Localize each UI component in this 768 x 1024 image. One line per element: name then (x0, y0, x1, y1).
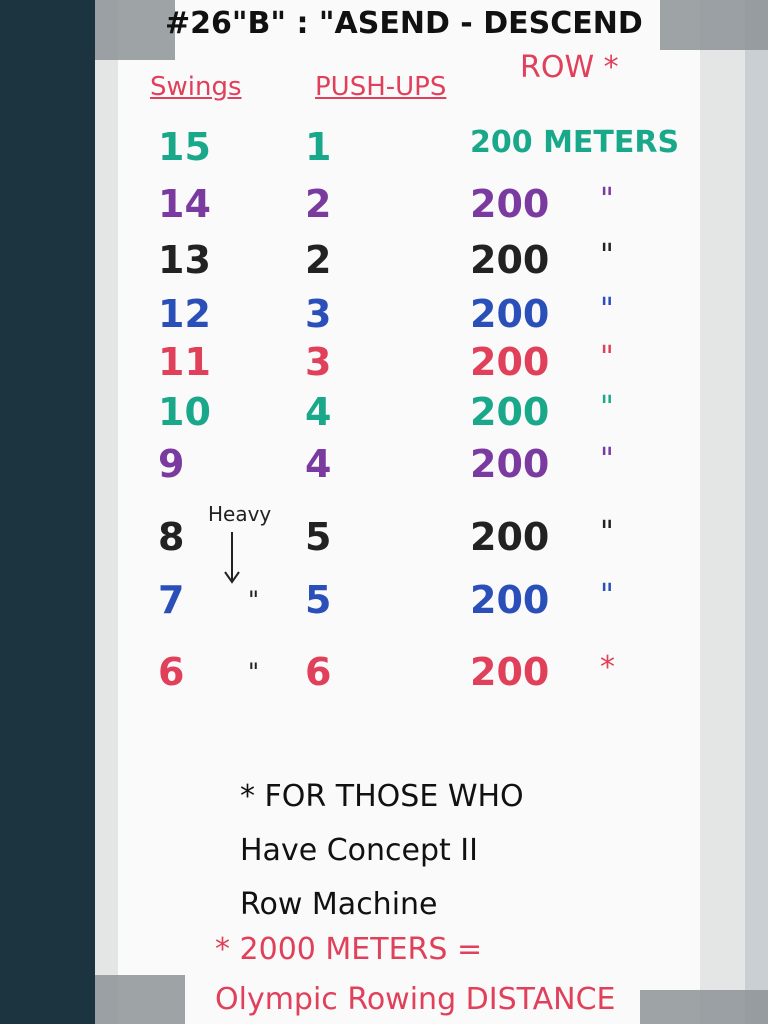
row-distance: 200 (470, 340, 550, 384)
row-distance: 200 (470, 390, 550, 434)
pushups: 4 (305, 390, 332, 434)
note-line: Have Concept II (240, 833, 478, 868)
ditto: " (600, 390, 614, 425)
tape (640, 990, 768, 1024)
row-distance: 200 (470, 578, 550, 622)
pushups: 6 (305, 650, 332, 694)
pushups: 1 (305, 125, 332, 169)
swings: 15 (158, 125, 211, 169)
row-distance: 200 (470, 238, 550, 282)
door (0, 0, 95, 1024)
header: Swings (150, 72, 242, 102)
note-line: Row Machine (240, 887, 438, 922)
note-line: * FOR THOSE WHO (240, 779, 524, 814)
ditto: " (248, 586, 260, 614)
row-distance: 200 METERS (470, 125, 680, 160)
row-distance: 200 (470, 650, 550, 694)
arrow (224, 532, 240, 584)
ditto: " (600, 340, 614, 375)
row-distance: 200 (470, 442, 550, 486)
pushups: 4 (305, 442, 332, 486)
ditto: * (600, 650, 615, 685)
ditto: " (600, 442, 614, 477)
swings: 13 (158, 238, 211, 282)
swings: 8 (158, 515, 185, 559)
tape (95, 0, 175, 60)
swings: 9 (158, 442, 185, 486)
ditto: " (248, 658, 260, 686)
swings: 6 (158, 650, 185, 694)
whiteboard (118, 0, 700, 1024)
ditto: " (600, 182, 614, 217)
row-distance: 200 (470, 515, 550, 559)
pushups: 5 (305, 578, 332, 622)
footer-line: Olympic Rowing DISTANCE (215, 982, 616, 1017)
swings: 11 (158, 340, 211, 384)
ditto: " (600, 578, 614, 613)
row-distance: 200 (470, 292, 550, 336)
header: ROW * (520, 50, 619, 85)
annotation: Heavy (208, 502, 272, 526)
swings: 14 (158, 182, 211, 226)
pushups: 2 (305, 182, 332, 226)
header: PUSH-UPS (315, 72, 447, 102)
pushups: 2 (305, 238, 332, 282)
row-distance: 200 (470, 182, 550, 226)
pushups: 3 (305, 292, 332, 336)
pushups: 5 (305, 515, 332, 559)
ditto: " (600, 238, 614, 273)
pushups: 3 (305, 340, 332, 384)
swings: 7 (158, 578, 185, 622)
footer-line: * 2000 METERS = (215, 932, 483, 967)
title: #26"B" : "ASEND - DESCEND (165, 6, 643, 41)
tape (95, 975, 185, 1024)
ditto: " (600, 292, 614, 327)
ditto: " (600, 515, 614, 550)
tape (660, 0, 768, 50)
swings: 10 (158, 390, 211, 434)
swings: 12 (158, 292, 211, 336)
